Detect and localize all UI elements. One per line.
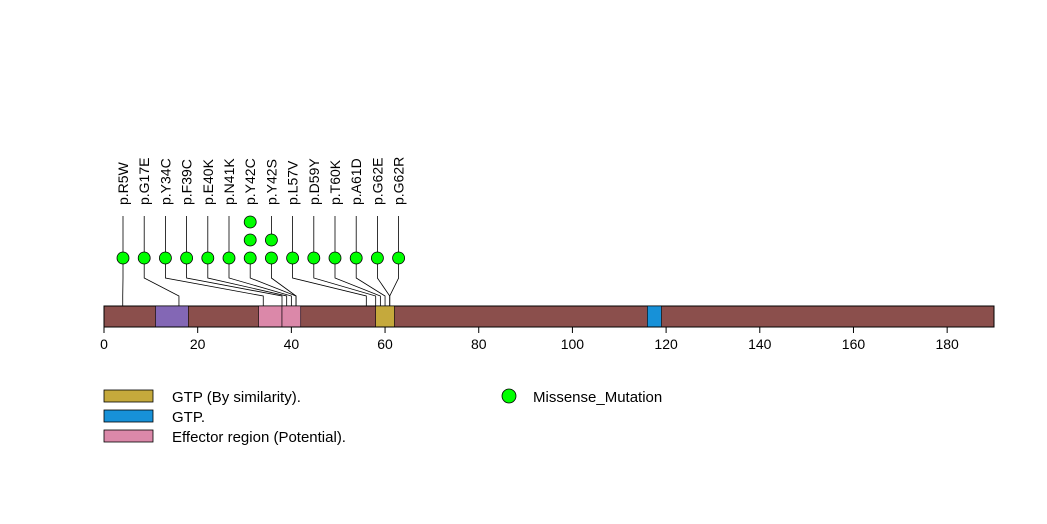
mutation-label: p.L57V <box>285 160 301 205</box>
mutation-label: p.F39C <box>179 159 195 205</box>
mutation-label: p.G62E <box>369 158 385 205</box>
mutation-connector <box>270 258 297 306</box>
mutation-label: p.Y34C <box>157 158 173 205</box>
mutation-point <box>370 251 384 265</box>
mutation-label: p.G62R <box>391 157 407 205</box>
mutation-label: p.D59Y <box>306 158 322 205</box>
domain-region <box>647 305 662 328</box>
mutation-connector <box>355 258 386 306</box>
mutation-connector <box>143 258 180 306</box>
mutation-point <box>243 233 257 247</box>
legend-label: Effector region (Potential). <box>172 429 346 446</box>
mutation-point <box>222 251 236 265</box>
legend-swatch <box>103 429 154 443</box>
legend-label: Missense_Mutation <box>533 389 662 406</box>
x-tick-label: 0 <box>100 336 108 352</box>
mutation-label: p.Y42S <box>263 159 279 205</box>
x-tick-label: 40 <box>284 336 300 352</box>
mutation-label: p.N41K <box>221 158 237 205</box>
x-tick-label: 180 <box>935 336 959 352</box>
mutation-point <box>180 251 194 265</box>
x-axis: 0 20 40 60 80 100 120 140 160 180 <box>100 326 959 352</box>
mutation-point <box>137 251 151 265</box>
protein-backbone <box>103 305 995 328</box>
domain-region <box>375 305 395 328</box>
x-tick-label: 20 <box>190 336 206 352</box>
x-tick-label: 160 <box>842 336 866 352</box>
mutation-point <box>243 251 257 265</box>
mutation-point <box>349 251 363 265</box>
mutation-connector <box>186 258 283 306</box>
mutation-connector <box>249 258 297 306</box>
mutation-point <box>201 251 215 265</box>
mutation-point <box>328 251 342 265</box>
protein-backbone-group <box>103 305 995 328</box>
connector-lines <box>122 216 400 306</box>
mutation-connector <box>334 258 381 306</box>
mutation-point <box>116 251 130 265</box>
mutation-connector <box>164 258 264 306</box>
mutation-label: p.Y42C <box>242 158 258 205</box>
mutation-point <box>264 251 278 265</box>
domain-region <box>155 305 189 328</box>
mutation-label: p.R5W <box>115 161 131 205</box>
mutation-connector <box>207 258 288 306</box>
x-tick-label: 120 <box>654 336 678 352</box>
domain-region <box>258 305 283 328</box>
mutation-point <box>307 251 321 265</box>
legend: GTP (By similarity). GTP. Effector region … <box>103 388 662 446</box>
x-tick-label: 140 <box>748 336 772 352</box>
legend-label: GTP. <box>172 409 205 426</box>
x-tick-label: 80 <box>471 336 487 352</box>
domain-region <box>281 305 302 328</box>
mutation-point <box>158 251 172 265</box>
mutation-lollipops: p.R5W p.G17E p.Y34C p.F39C p.E40K p.N41K p.Y42… <box>115 157 407 265</box>
mutation-point <box>243 215 257 229</box>
mutation-label: p.G17E <box>136 158 152 205</box>
mutation-connector <box>376 258 391 306</box>
mutation-connector <box>228 258 292 306</box>
legend-swatch <box>103 389 154 403</box>
legend-marker <box>501 388 517 404</box>
mutation-point <box>392 251 406 265</box>
mutation-connector <box>313 258 377 306</box>
x-tick-label: 100 <box>561 336 585 352</box>
mutation-label: p.E40K <box>200 158 216 205</box>
mutation-label: p.T60K <box>327 159 343 205</box>
legend-label: GTP (By similarity). <box>172 389 301 406</box>
mutation-point <box>286 251 300 265</box>
mutation-connector <box>292 258 367 306</box>
mutation-label: p.A61D <box>348 158 364 205</box>
legend-swatch <box>103 409 154 423</box>
x-tick-label: 60 <box>377 336 393 352</box>
mutation-point <box>264 233 278 247</box>
mutation-connector <box>389 258 400 306</box>
